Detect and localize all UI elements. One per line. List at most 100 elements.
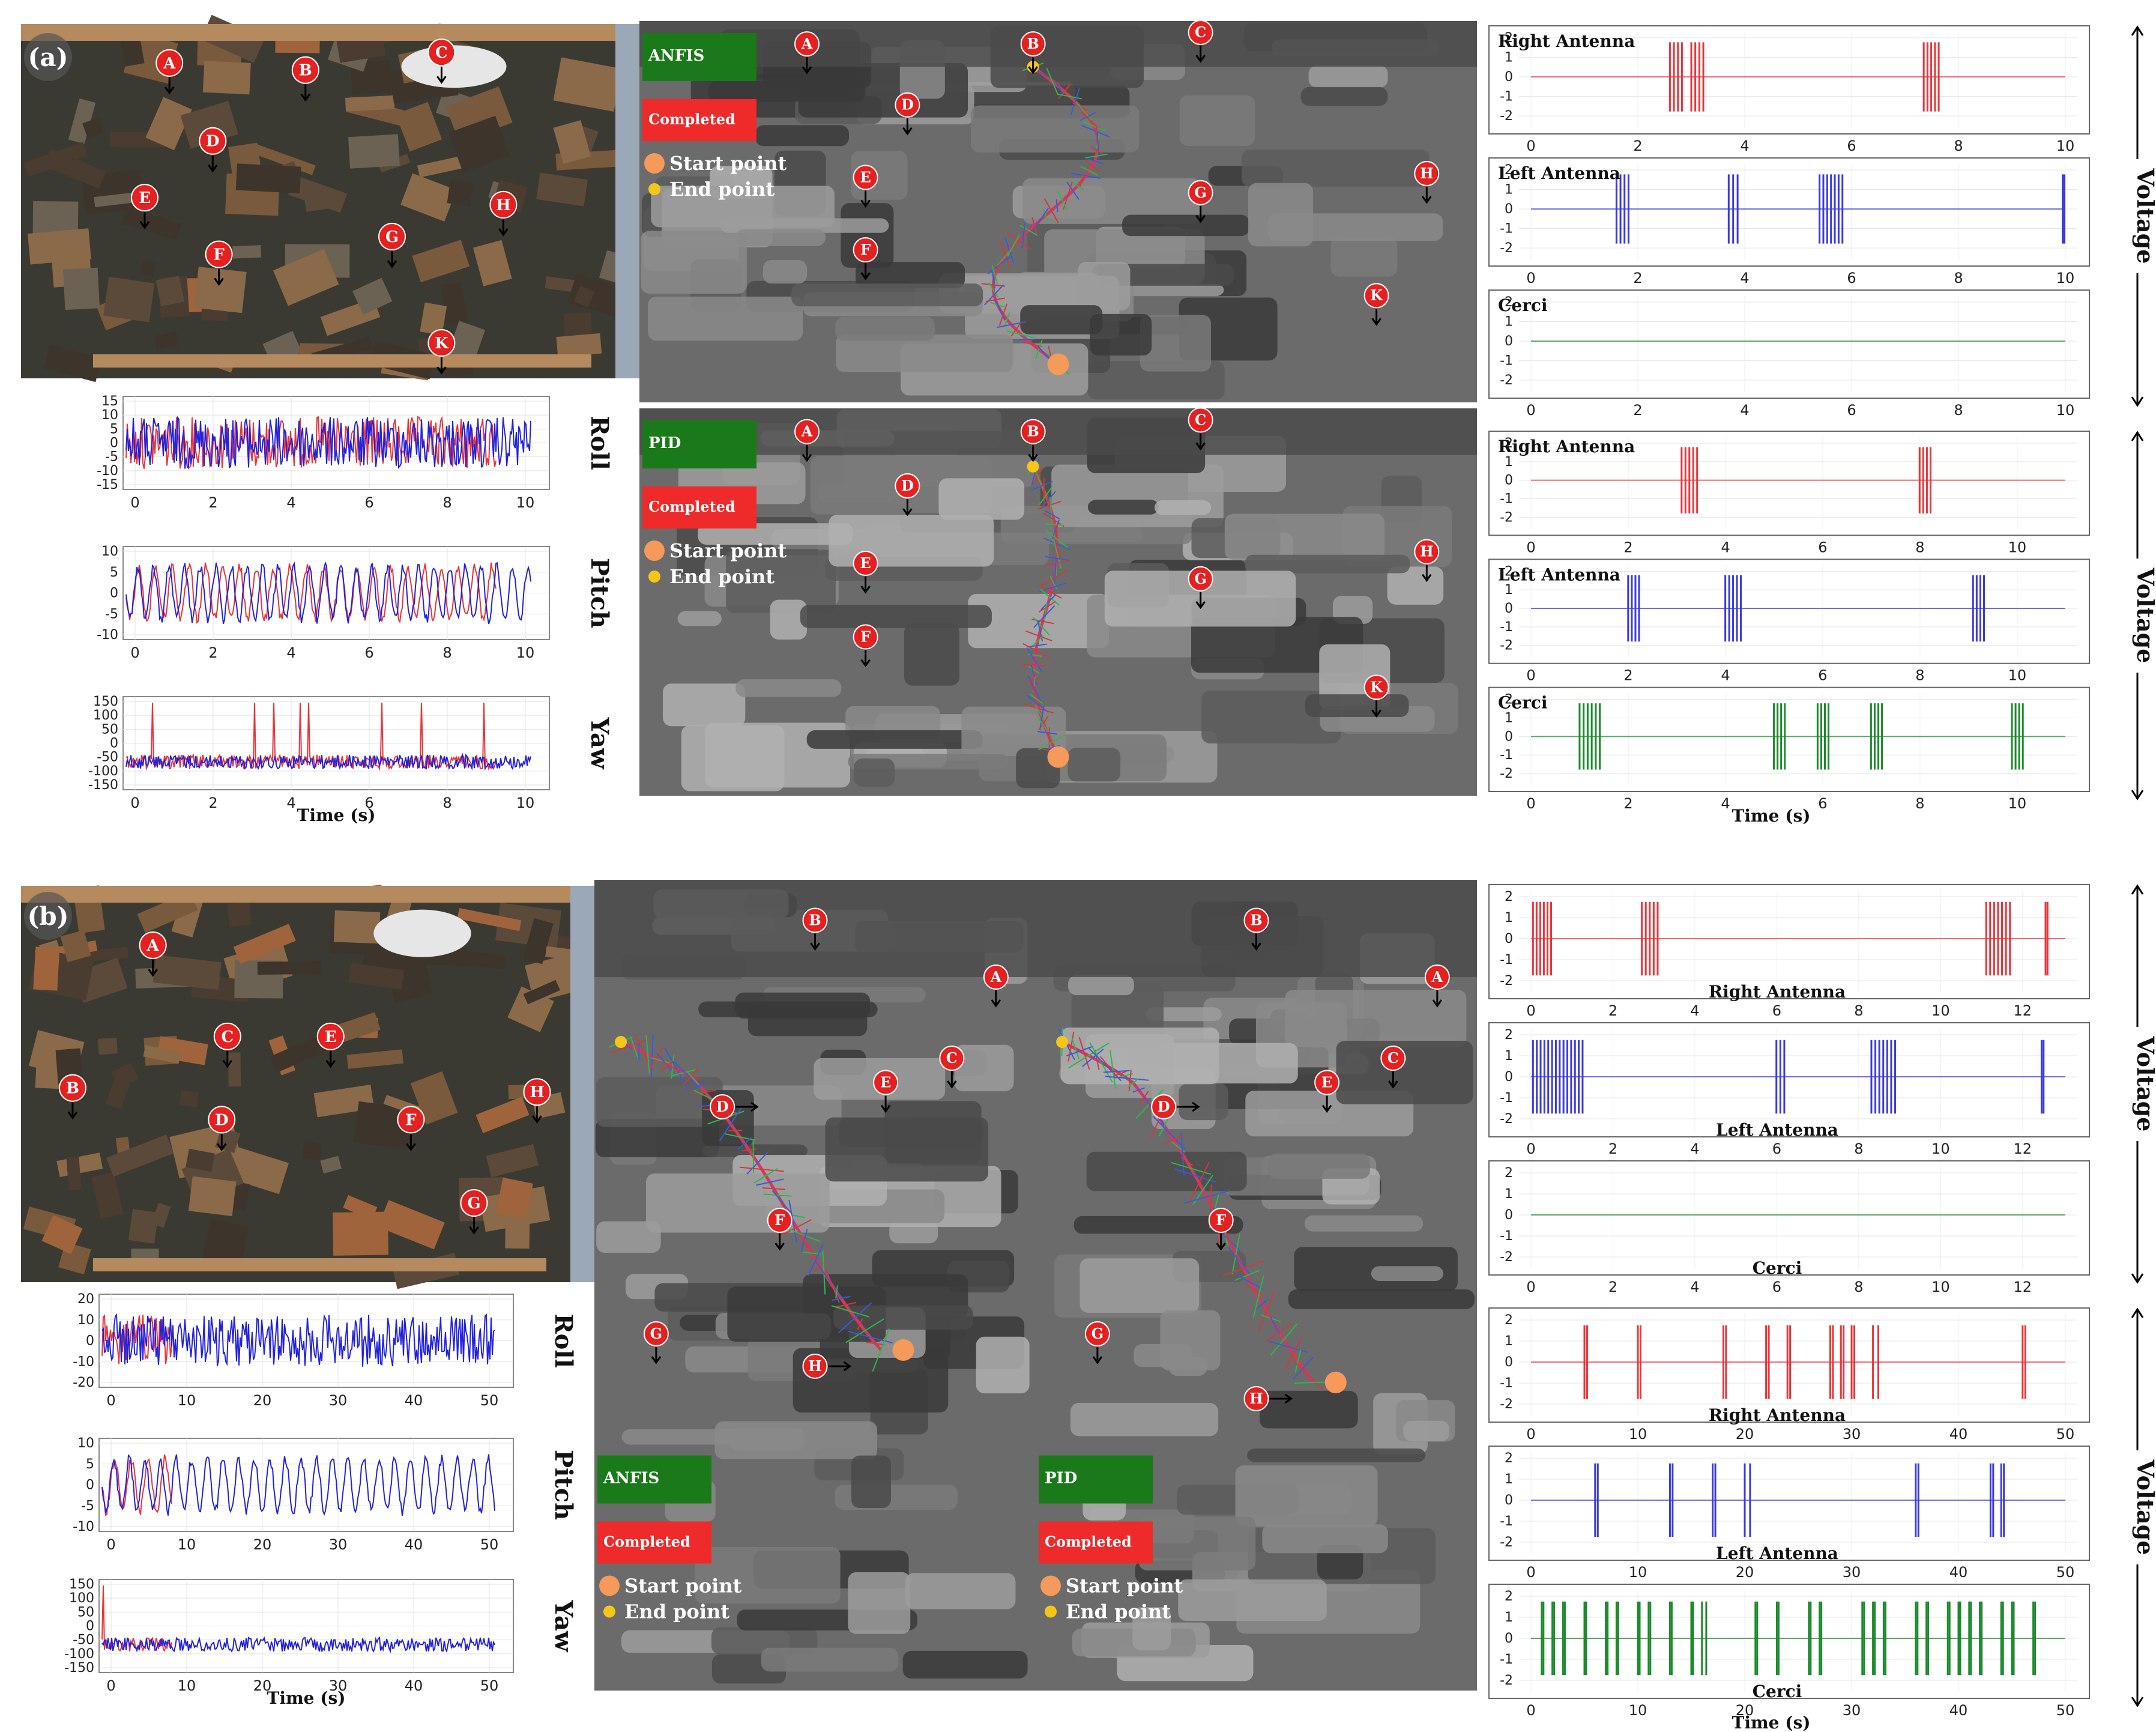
debris: [457, 907, 522, 931]
terrain-patch: [1154, 500, 1212, 515]
pose-axis: [1284, 1337, 1303, 1370]
terrain-ridge: [639, 408, 1477, 455]
pose-axis: [1043, 512, 1064, 527]
terrain-patch: [1132, 1607, 1171, 1650]
marker-label: F: [775, 1211, 785, 1229]
marker-C: [213, 1022, 241, 1050]
axis-label-bg: [2124, 559, 2151, 673]
y-tick: 0: [110, 436, 118, 451]
y-tick: 0: [86, 1478, 94, 1493]
pose-axis: [988, 282, 998, 298]
marker-F: [205, 240, 233, 268]
terrain-patch: [835, 316, 935, 341]
terrain-patch: [1330, 237, 1398, 277]
terrain-patch: [711, 1627, 818, 1655]
pose-axis: [1034, 468, 1046, 494]
marker-G: [1188, 180, 1213, 205]
marker-B: [1020, 31, 1046, 57]
pose-axis: [660, 1061, 700, 1080]
debris: [103, 276, 155, 322]
panel-label: (b): [27, 901, 68, 931]
terrain-patch: [905, 1573, 1016, 1609]
status-text: Completed: [648, 498, 735, 515]
pose-axis: [866, 1342, 885, 1346]
y-tick: 5: [110, 565, 118, 580]
arrow-down-icon: [902, 118, 913, 136]
pose-axis: [1030, 207, 1049, 234]
x-tick: 6: [1847, 270, 1856, 286]
pose-axis: [1028, 680, 1042, 709]
debris: [228, 1052, 241, 1087]
debris: [82, 117, 104, 138]
marker-label: B: [809, 912, 821, 929]
axis-label-bg: [2124, 159, 2151, 273]
terrain-patch: [1179, 1083, 1228, 1121]
plot-frame: [1488, 1584, 2090, 1699]
start-point-icon: [1040, 1575, 1061, 1596]
pose-axis: [1039, 486, 1053, 505]
x-tick: 20: [253, 1536, 272, 1553]
marker-F: [767, 1208, 793, 1233]
x-tick: 6: [1847, 402, 1856, 419]
voltage-axis-label: Voltage: [2132, 1036, 2156, 1132]
marker-label: G: [467, 1195, 480, 1213]
debris: [567, 273, 630, 319]
pose-axis: [1054, 557, 1057, 589]
plot-title: Roll: [585, 416, 614, 470]
debris: [32, 201, 79, 236]
pose-axis: [762, 1187, 786, 1190]
pose-axis: [998, 303, 1008, 326]
marker-label: C: [1195, 23, 1206, 41]
x-tick: 2: [1633, 270, 1642, 286]
x-tick: 6: [1818, 667, 1827, 684]
pose-axis: [671, 1069, 696, 1077]
terrain-patch: [1090, 313, 1152, 356]
terrain-patch: [836, 335, 1013, 372]
y-tick: 1: [1505, 1334, 1513, 1349]
x-tick: 30: [329, 1392, 348, 1409]
x-tick: 4: [1740, 270, 1749, 286]
pose-axis: [1003, 312, 1010, 327]
arrow-down-icon: [810, 933, 820, 951]
signal-line: [101, 1636, 495, 1654]
plot-title: Right Antenna: [1498, 31, 1635, 51]
y-tick: -1: [1500, 89, 1513, 104]
debris: [536, 172, 588, 207]
terrain-patch: [725, 550, 836, 613]
plot-title: Left Antenna: [1716, 1120, 1838, 1140]
terrain-patch: [663, 683, 746, 727]
x-tick: 50: [2056, 1564, 2075, 1581]
pose-axis: [1180, 1133, 1185, 1175]
x-tick: 20: [253, 1392, 272, 1409]
x-tick: 4: [1690, 1002, 1699, 1019]
debris: [348, 134, 400, 169]
marker-K: [1363, 674, 1389, 700]
debris: [378, 1200, 445, 1250]
x-tick: 10: [1629, 1426, 1647, 1443]
arrow-down-icon: [802, 444, 812, 462]
marker-B: [291, 56, 319, 84]
marker-label: D: [901, 477, 914, 494]
y-tick: -2: [1500, 1112, 1513, 1127]
y-tick: -10: [73, 1519, 94, 1534]
terrain-patch: [1080, 1258, 1200, 1313]
pose-axis: [1081, 125, 1110, 138]
end-point-icon: [648, 571, 660, 583]
pose-axis: [1037, 500, 1061, 510]
pose-axis: [1037, 731, 1058, 735]
y-tick: 10: [77, 1436, 94, 1451]
debris: [232, 245, 262, 259]
pose-axis: [1292, 1360, 1324, 1391]
debris: [91, 1172, 124, 1220]
pose-axis: [1132, 1087, 1145, 1093]
pose-axis: [835, 1285, 838, 1299]
pose-axis: [1070, 88, 1080, 115]
terrain-patch: [648, 296, 803, 341]
x-tick: 40: [1949, 1426, 1968, 1443]
pose-axis: [1034, 704, 1046, 722]
x-tick: 0: [1526, 138, 1535, 154]
debris: [505, 1222, 530, 1249]
